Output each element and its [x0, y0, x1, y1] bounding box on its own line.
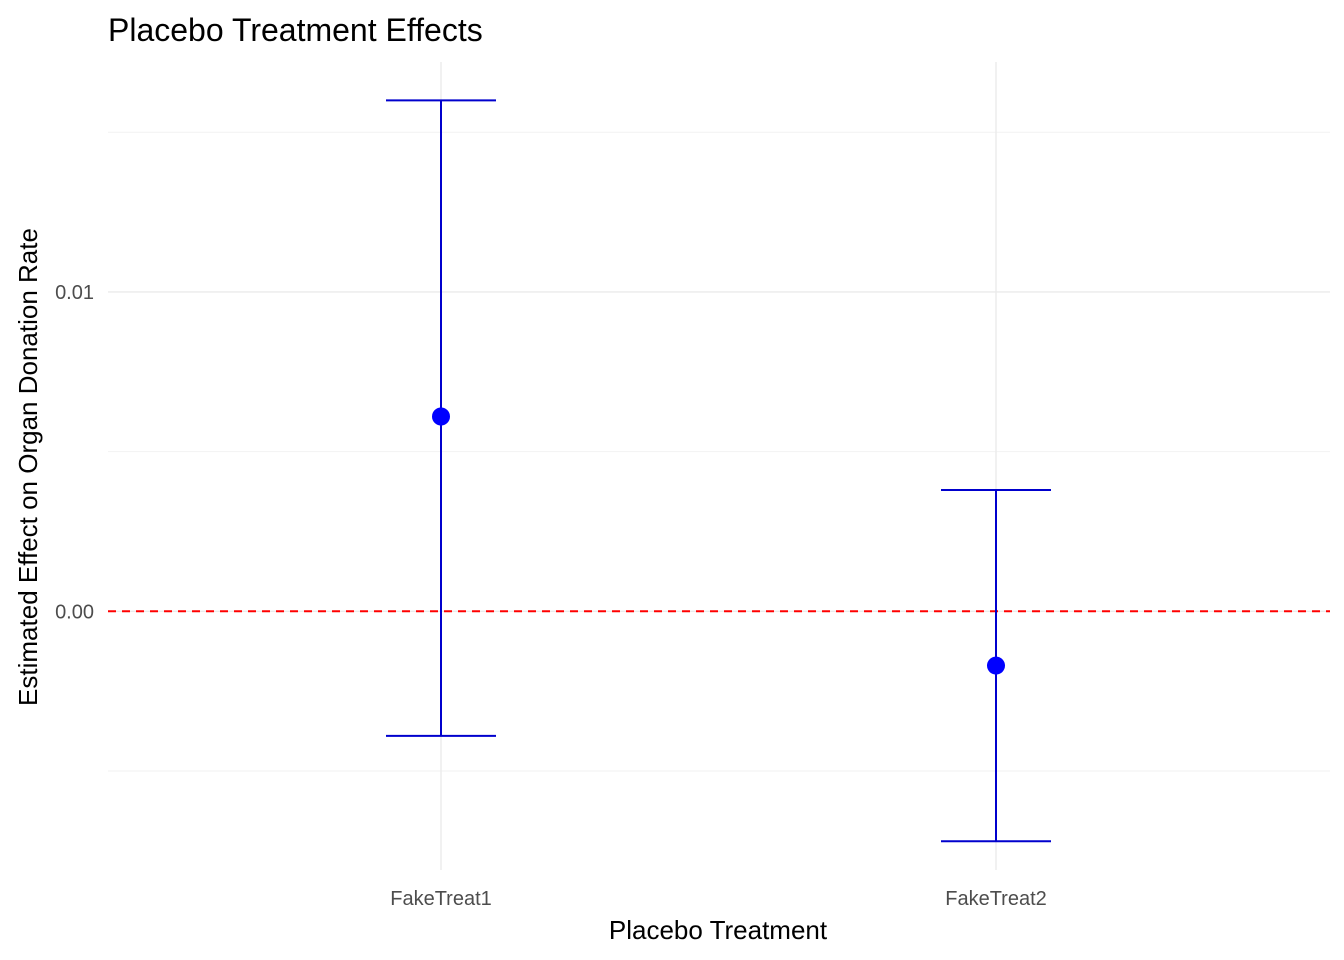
chart-title: Placebo Treatment Effects: [108, 12, 483, 48]
x-axis-label: Placebo Treatment: [609, 915, 828, 945]
y-axis-label: Estimated Effect on Organ Donation Rate: [13, 228, 43, 706]
estimate-point-FakeTreat2: [987, 656, 1005, 675]
point-group: [432, 407, 1005, 675]
x-tick-label: FakeTreat2: [945, 888, 1047, 910]
x-tick-labels: FakeTreat1 FakeTreat2: [390, 888, 1047, 910]
x-tick-label: FakeTreat1: [390, 888, 492, 910]
y-tick-label: 0.01: [55, 282, 94, 304]
y-tick-labels: 0.00 0.01: [55, 282, 94, 623]
errorbar-group: [386, 99, 1051, 843]
y-tick-label: 0.00: [55, 601, 94, 623]
estimate-point-FakeTreat1: [432, 407, 450, 426]
grid-lines: [108, 62, 1330, 870]
